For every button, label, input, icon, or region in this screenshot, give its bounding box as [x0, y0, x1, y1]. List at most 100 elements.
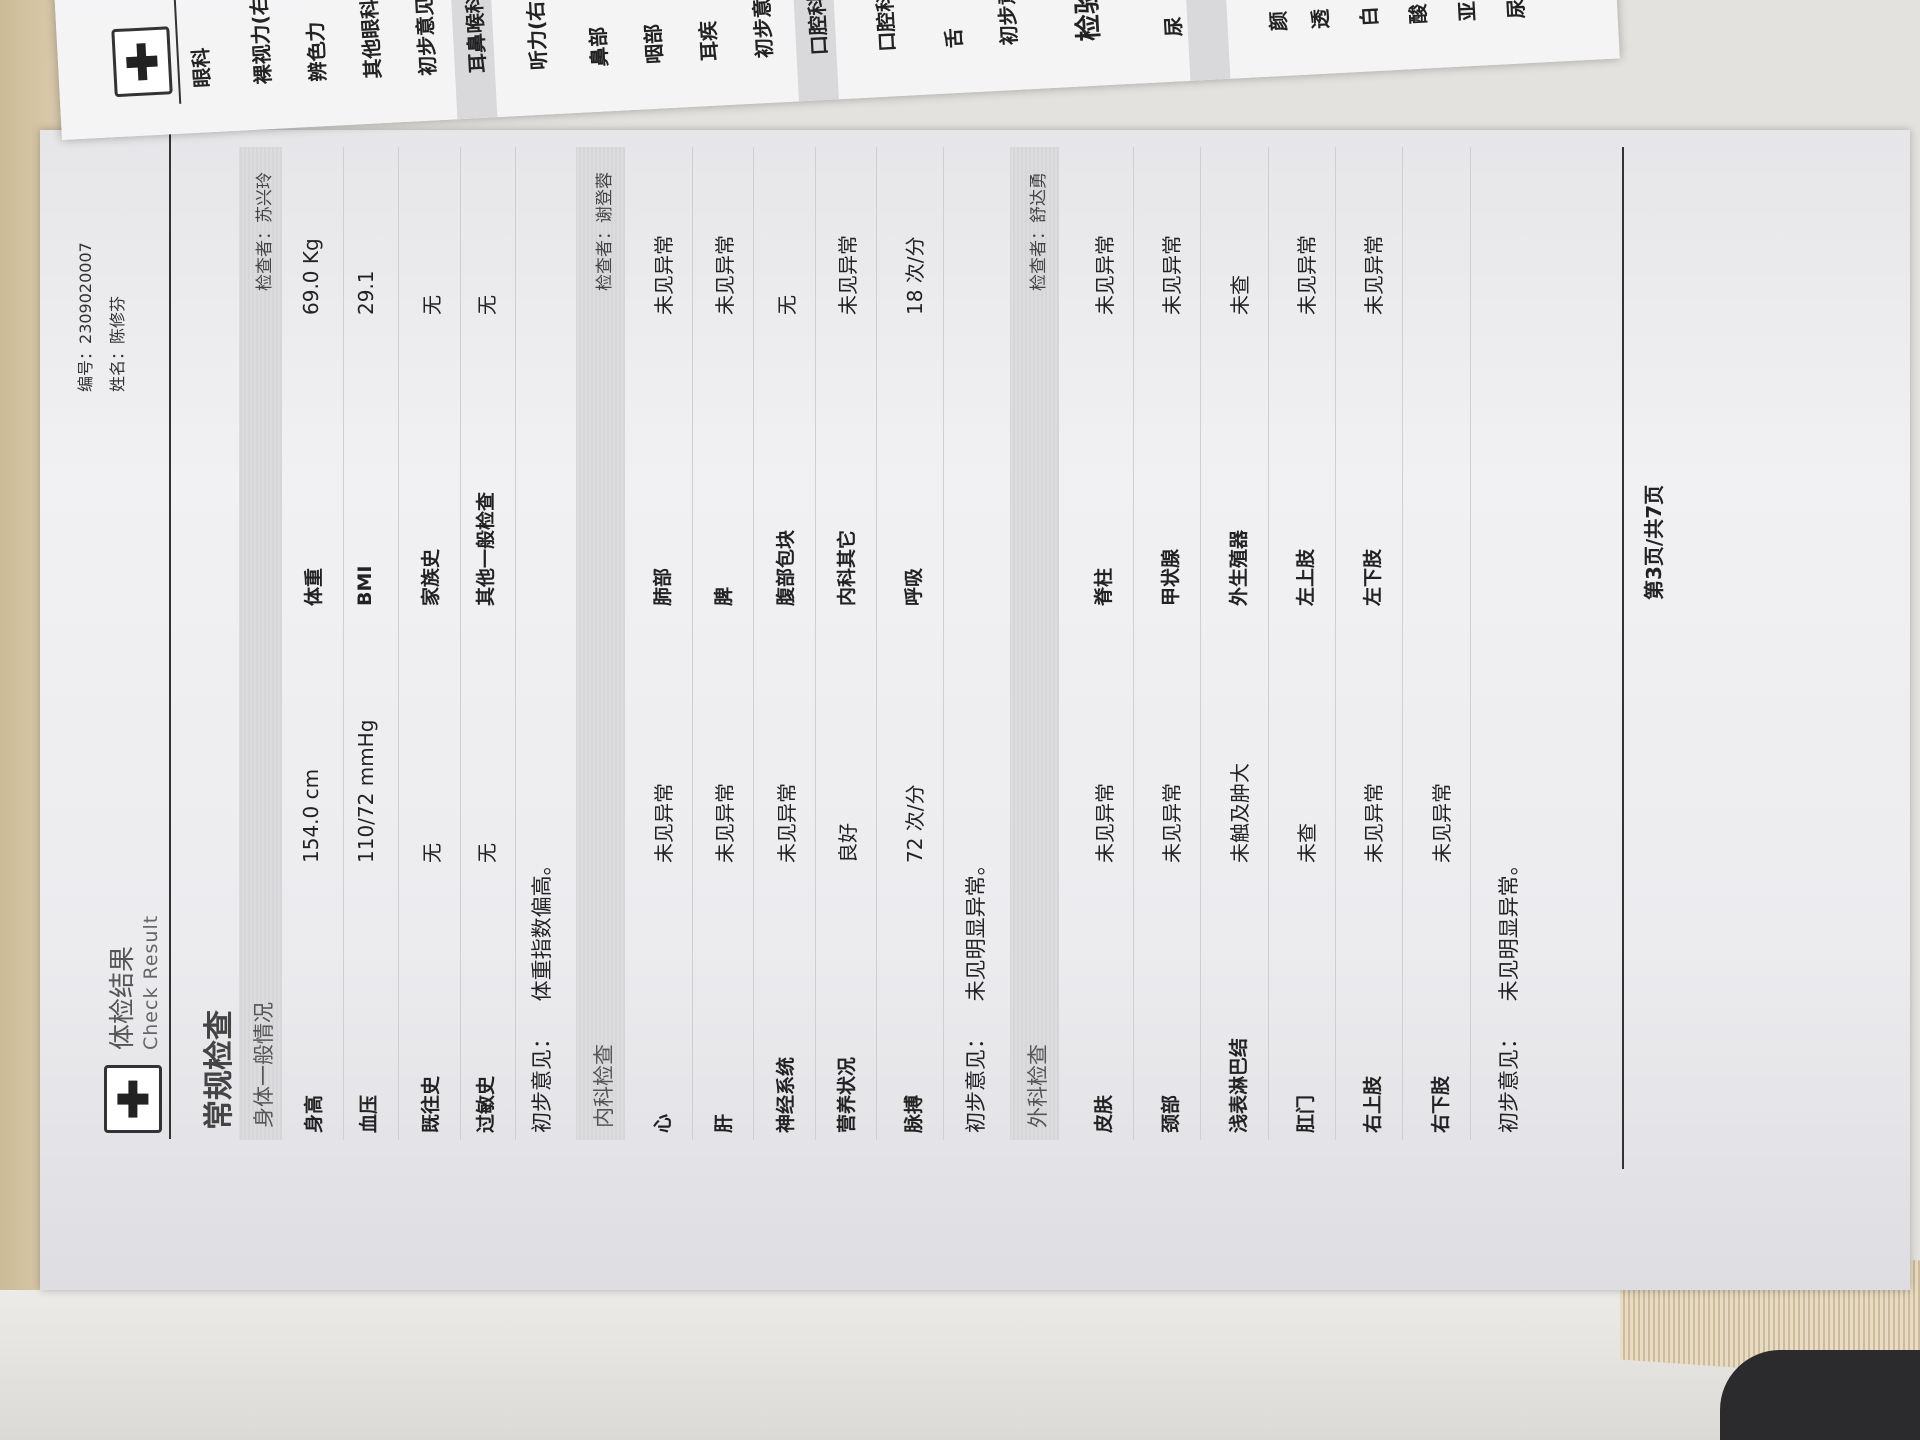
- row-divider: [515, 147, 516, 1140]
- field-label: 口腔科: [804, 0, 832, 56]
- field-label: 内科其它: [836, 529, 858, 606]
- field-label: 口腔科: [872, 0, 900, 53]
- field-value: 无: [475, 843, 499, 863]
- preliminary-opinion: 初步意见： 未见明显异常。: [1493, 854, 1523, 1133]
- section-header: 外科检查 检查者：舒达勇: [1010, 147, 1059, 1140]
- row-divider: [460, 147, 461, 1140]
- field-value: 69.0 Kg: [299, 238, 323, 315]
- field-value: 未查: [1228, 275, 1252, 315]
- field-label: 初步意: [749, 0, 777, 59]
- section-name: 外科检查: [1025, 1044, 1050, 1128]
- opinion-label: 初步意见：: [964, 1028, 988, 1133]
- field-label: 脉搏: [903, 1094, 925, 1133]
- field-value: 未见异常: [1362, 783, 1386, 863]
- record-number: 编号：2309020007: [72, 242, 96, 392]
- row-divider: [1133, 147, 1134, 1140]
- field-value: 154.0 cm: [299, 768, 323, 863]
- field-label: 颈部: [1160, 1094, 1182, 1133]
- field-label: 呼吸: [903, 567, 925, 606]
- field-label: 浅表淋巴结: [1228, 1037, 1250, 1133]
- record-number-value: 2309020007: [76, 242, 95, 344]
- row-divider: [1200, 147, 1201, 1140]
- field-label: 颜: [1265, 10, 1291, 32]
- field-value: 未见异常: [1160, 783, 1184, 863]
- field-label: 其他眼科: [357, 0, 386, 80]
- field-label: 尿: [1161, 16, 1187, 38]
- field-value: 无: [475, 295, 499, 315]
- row-divider: [815, 147, 816, 1140]
- field-label: 身高: [303, 1094, 325, 1133]
- field-label: 腹部包块: [775, 529, 797, 606]
- hospital-logo: [104, 1065, 162, 1133]
- field-label: BMI: [354, 565, 376, 606]
- report-page: 体检结果 Check Result 编号：2309020007 姓名：陈修芬 常…: [40, 120, 1910, 1290]
- field-value: 未见异常: [1295, 235, 1319, 315]
- field-label: 亚: [1454, 0, 1480, 22]
- field-label: 舌: [941, 27, 967, 49]
- patient-name-value: 陈修芬: [108, 295, 127, 344]
- field-label: 其他一般检查: [475, 491, 497, 606]
- field-label: 咽部: [640, 23, 667, 65]
- field-label: 耳鼻喉科: [461, 0, 491, 74]
- section-title: 常规检查: [202, 1010, 237, 1130]
- field-value: 29.1: [354, 270, 378, 315]
- section-header: 身体一般情况 检查者：苏兴玲: [239, 147, 282, 1140]
- field-value: 未见异常: [652, 235, 676, 315]
- page-number: 第3页/共7页: [1642, 484, 1666, 600]
- opinion-text: 体重指数偏高。: [530, 854, 554, 1008]
- field-value: 未见异常: [713, 235, 737, 315]
- field-label: 尿: [1503, 0, 1529, 20]
- field-label: 辨色力: [303, 20, 331, 83]
- background-cushion: [0, 1290, 1920, 1440]
- dark-corner: [1720, 1350, 1920, 1440]
- field-label: 左下肢: [1362, 548, 1384, 606]
- field-value: 良好: [836, 823, 860, 863]
- opinion-label: 初步意见：: [1497, 1028, 1521, 1133]
- header-rule: [169, 120, 171, 1139]
- field-label: 血压: [358, 1094, 380, 1133]
- field-label: 鼻部: [585, 26, 612, 68]
- field-label: 听力(右: [523, 0, 551, 71]
- field-label: 耳疾: [695, 20, 722, 62]
- field-label: 眼科: [188, 47, 215, 89]
- field-label: 心: [652, 1113, 674, 1133]
- field-label: 右上肢: [1362, 1075, 1384, 1133]
- field-value: 未见异常: [836, 235, 860, 315]
- field-label: 脾: [713, 586, 735, 606]
- patient-name: 姓名：陈修芬: [104, 296, 128, 392]
- field-label: 白: [1356, 5, 1382, 28]
- section-name: 身体一般情况: [251, 1002, 276, 1128]
- opinion-label: 初步意见：: [530, 1028, 554, 1133]
- field-label: 裸视力(右: [246, 0, 276, 86]
- row-divider: [943, 147, 944, 1140]
- row-divider: [1268, 147, 1269, 1140]
- field-value: 未见异常: [775, 783, 799, 863]
- field-label: 过敏史: [475, 1075, 497, 1133]
- field-value: 未见异常: [1160, 235, 1184, 315]
- field-value: 未见异常: [1362, 235, 1386, 315]
- field-label: 酸: [1405, 3, 1431, 25]
- row-divider: [343, 147, 344, 1140]
- field-label: 皮肤: [1093, 1094, 1115, 1133]
- record-number-label: 编号：: [76, 343, 95, 392]
- row-divider: [753, 147, 754, 1140]
- field-label: 左上肢: [1295, 548, 1317, 606]
- field-value: 18 次/分: [903, 236, 927, 315]
- field-value: 未见异常: [1093, 783, 1117, 863]
- field-value: 未见异常: [652, 783, 676, 863]
- field-label: 肛门: [1295, 1094, 1317, 1133]
- opinion-text: 未见明显异常。: [1497, 854, 1521, 1008]
- field-label: 肝: [713, 1113, 735, 1133]
- footer-rule: [1622, 147, 1624, 1169]
- field-value: 未见异常: [1093, 235, 1117, 315]
- report-title: 体检结果: [108, 945, 138, 1050]
- preliminary-opinion: 初步意见： 体重指数偏高。: [526, 854, 556, 1133]
- field-label: 透: [1307, 8, 1333, 30]
- field-value: 未见异常: [713, 783, 737, 863]
- opinion-text: 未见明显异常。: [964, 854, 988, 1008]
- field-value: 110/72 mmHg: [354, 719, 378, 863]
- row-divider: [1470, 147, 1471, 1140]
- row-divider: [1402, 147, 1403, 1140]
- field-label: 神经系统: [775, 1056, 797, 1133]
- field-label: 外生殖器: [1228, 529, 1250, 606]
